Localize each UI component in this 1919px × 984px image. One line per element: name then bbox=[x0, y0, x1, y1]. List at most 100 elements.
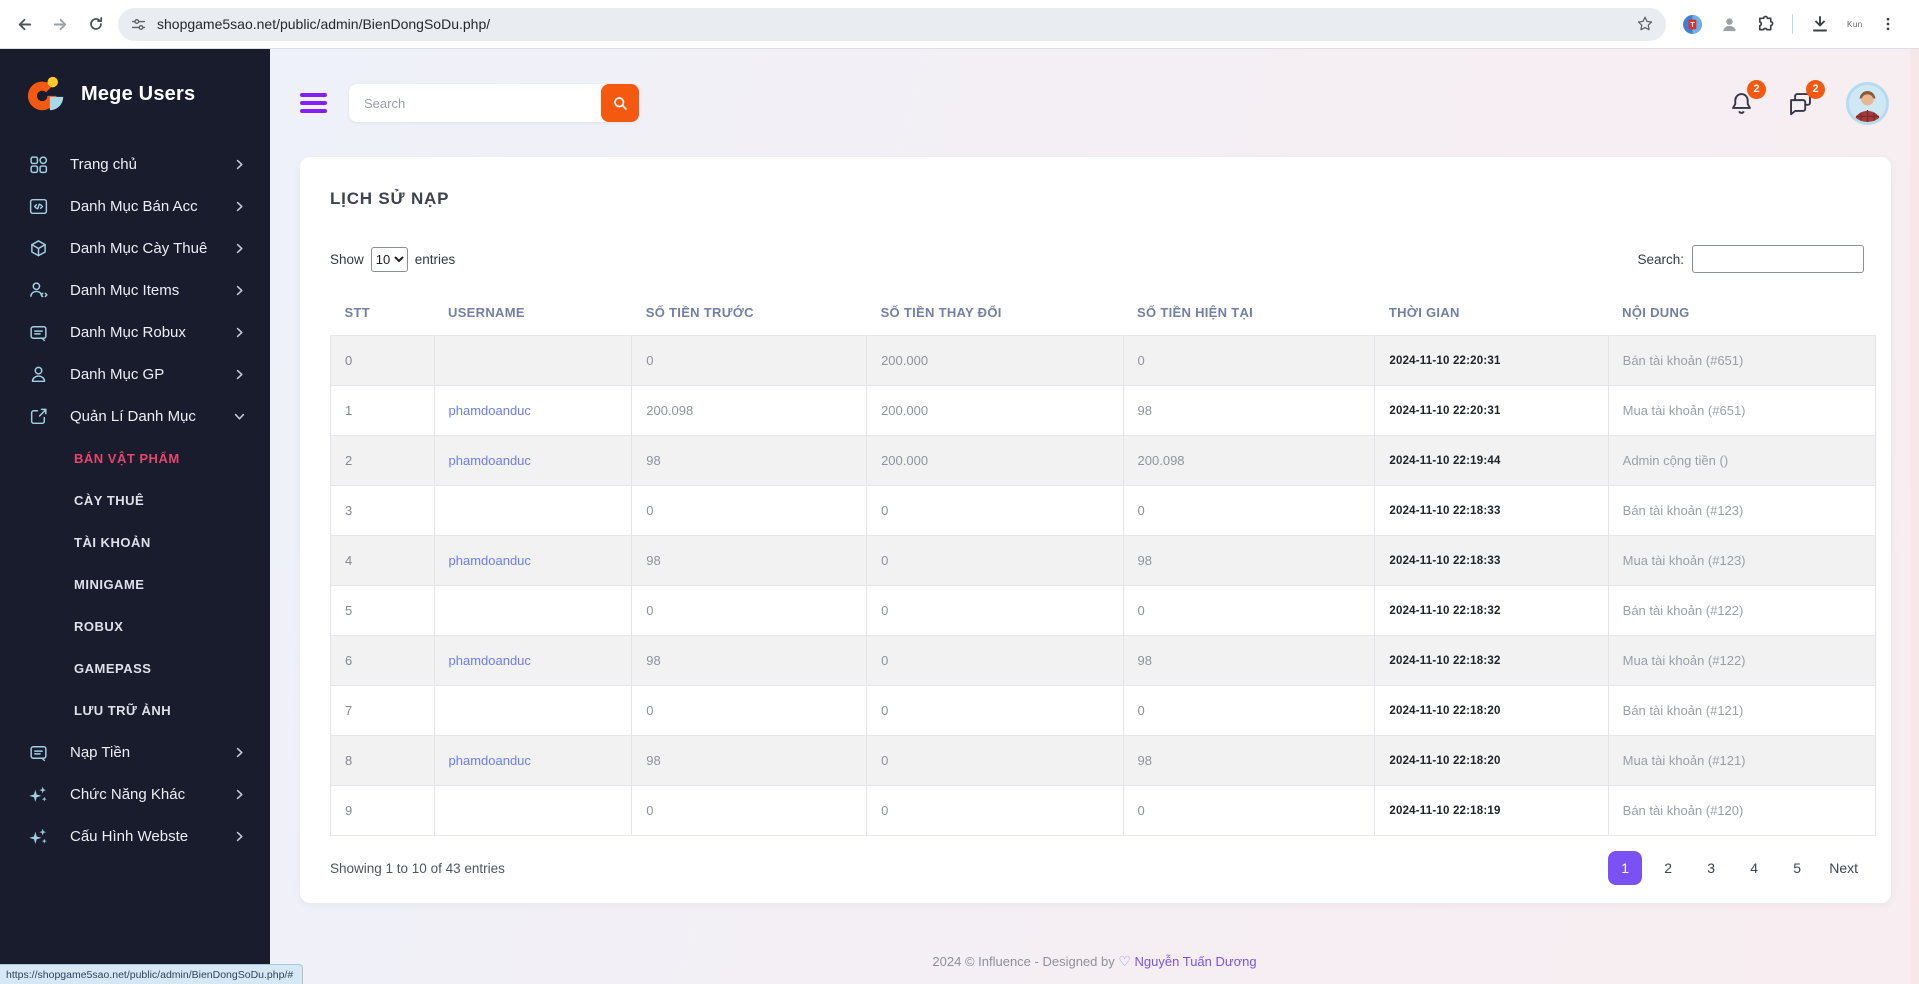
topbar-search bbox=[349, 84, 639, 122]
chevron-right-icon bbox=[233, 788, 246, 801]
notification-badge: 2 bbox=[1747, 79, 1766, 99]
sidebar-item[interactable]: Quản Lí Danh Mục bbox=[0, 395, 270, 437]
sidebar-subitem[interactable]: GAMEPASS bbox=[74, 660, 152, 676]
page-size-select[interactable]: 10 bbox=[370, 246, 408, 272]
column-header[interactable]: SỐ TIỀN THAY ĐỔI bbox=[880, 305, 1002, 320]
page-button[interactable]: 2 bbox=[1651, 851, 1685, 885]
cell-change: 200.000 bbox=[866, 335, 1124, 386]
url-bar[interactable]: shopgame5sao.net/public/admin/BienDongSo… bbox=[118, 7, 1666, 41]
cell-note: Mua tài khoản (#123) bbox=[1608, 535, 1877, 586]
username-link[interactable]: phamdoanduc bbox=[448, 453, 531, 468]
magnifier-icon bbox=[612, 95, 629, 112]
table-search-input[interactable] bbox=[1692, 245, 1864, 273]
sidebar-item[interactable]: Nạp Tiền bbox=[0, 731, 270, 773]
cell-time: 2024-11-10 22:18:20 bbox=[1374, 685, 1609, 736]
sidebar-item[interactable]: Cấu Hình Webste bbox=[0, 815, 270, 857]
avatar[interactable] bbox=[1846, 81, 1889, 125]
sidebar-item[interactable]: Danh Mục GP bbox=[0, 353, 270, 395]
sidebar-subitem[interactable]: MINIGAME bbox=[74, 576, 145, 592]
cell-time: 2024-11-10 22:18:33 bbox=[1374, 535, 1609, 586]
table-search-label: Search: bbox=[1637, 251, 1684, 267]
page-scrollbar[interactable] bbox=[1910, 49, 1919, 984]
username-link[interactable]: phamdoanduc bbox=[448, 653, 531, 668]
footer: 2024 © Influence - Designed by ♡ Nguyễn … bbox=[270, 953, 1919, 970]
table-row: 0 0 200.000 0 2024-11-10 22:20:31 Bán tà… bbox=[330, 335, 1877, 386]
sidebar-item[interactable]: Danh Mục Items bbox=[0, 269, 270, 311]
chevron-right-icon bbox=[233, 284, 246, 297]
extensions-puzzle-icon[interactable] bbox=[1756, 15, 1775, 34]
username-link[interactable]: phamdoanduc bbox=[448, 753, 531, 768]
reload-icon[interactable] bbox=[78, 6, 114, 42]
cell-username bbox=[434, 785, 633, 836]
sidebar-item[interactable]: Danh Mục Robux bbox=[0, 311, 270, 353]
page-button[interactable]: 1 bbox=[1608, 851, 1643, 885]
extension-profile-icon[interactable] bbox=[1720, 15, 1739, 34]
username-link[interactable]: phamdoanduc bbox=[448, 553, 531, 568]
sidebar-subitem[interactable]: ROBUX bbox=[74, 618, 124, 634]
table-row: 5 0 0 0 2024-11-10 22:18:32 Bán tài khoả… bbox=[330, 585, 1877, 636]
topbar-search-button[interactable] bbox=[601, 84, 639, 122]
column-header[interactable]: STT bbox=[344, 305, 370, 320]
cell-current: 0 bbox=[1123, 485, 1376, 536]
messages-button[interactable]: 2 bbox=[1787, 79, 1825, 117]
username-link[interactable]: phamdoanduc bbox=[448, 403, 531, 418]
cell-username bbox=[434, 685, 633, 736]
show-label: Show bbox=[330, 251, 364, 267]
sidebar-item[interactable]: Danh Mục Bán Acc bbox=[0, 185, 270, 227]
extension-shield-icon[interactable]: T bbox=[1682, 14, 1703, 35]
card-icon bbox=[28, 742, 50, 763]
back-icon[interactable] bbox=[6, 6, 42, 42]
cell-change: 200.000 bbox=[866, 435, 1124, 486]
cell-time: 2024-11-10 22:18:19 bbox=[1374, 785, 1609, 836]
sidebar-subitem[interactable]: BÁN VẬT PHẨM bbox=[74, 450, 180, 466]
sidebar-item[interactable]: Chức Năng Khác bbox=[0, 773, 270, 815]
sidebar-subitem[interactable]: CÀY THUÊ bbox=[74, 492, 145, 508]
history-table: STT USERNAME SỐ TIỀN TRƯỚC SỐ TIỀN THAY ĐỔI… bbox=[330, 289, 1877, 836]
page-button[interactable]: 4 bbox=[1737, 851, 1771, 885]
forward-icon[interactable] bbox=[42, 6, 78, 42]
external-icon bbox=[28, 406, 50, 427]
heart-icon: ♡ bbox=[1118, 953, 1131, 969]
sidebar-item[interactable]: Trang chủ bbox=[0, 143, 270, 185]
cell-note: Mua tài khoản (#651) bbox=[1608, 385, 1877, 436]
table-row: 1 phamdoanduc 200.098 200.000 98 2024-11… bbox=[330, 385, 1877, 436]
column-header[interactable]: NỘI DUNG bbox=[1622, 305, 1690, 320]
cell-stt: 6 bbox=[330, 635, 435, 686]
profile-chip[interactable]: Kun bbox=[1847, 19, 1863, 29]
chat-icon bbox=[1787, 90, 1814, 117]
sidebar-subitem[interactable]: LƯU TRỮ ẢNH bbox=[74, 702, 172, 718]
cell-change: 0 bbox=[866, 685, 1124, 736]
main-area: 2 2 LỊCH SỬ NẠP Show 10 entri bbox=[270, 49, 1919, 984]
page-length-control: Show 10 entries bbox=[330, 246, 455, 272]
brand[interactable]: Mege Users bbox=[0, 49, 270, 137]
column-header[interactable]: SỐ TIỀN TRƯỚC bbox=[645, 305, 754, 320]
page-button[interactable]: 5 bbox=[1780, 851, 1814, 885]
svg-text:T: T bbox=[1690, 20, 1695, 29]
bookmark-star-icon[interactable] bbox=[1636, 15, 1654, 33]
user-code-icon bbox=[28, 280, 50, 301]
cell-change: 200.000 bbox=[866, 385, 1124, 436]
topbar-search-input[interactable] bbox=[349, 95, 601, 111]
url-text: shopgame5sao.net/public/admin/BienDongSo… bbox=[157, 16, 491, 32]
cube-icon bbox=[28, 238, 50, 259]
cell-current: 98 bbox=[1123, 535, 1376, 586]
notifications-button[interactable]: 2 bbox=[1728, 79, 1766, 117]
browser-menu-icon[interactable] bbox=[1880, 16, 1896, 32]
cell-time: 2024-11-10 22:18:32 bbox=[1374, 635, 1609, 686]
cell-change: 0 bbox=[866, 485, 1124, 536]
cell-username: phamdoanduc bbox=[434, 435, 633, 486]
column-header[interactable]: USERNAME bbox=[448, 305, 525, 320]
page-button[interactable]: 3 bbox=[1694, 851, 1728, 885]
sidebar-subitem[interactable]: TÀI KHOẢN bbox=[74, 534, 151, 550]
site-settings-icon[interactable] bbox=[130, 16, 147, 33]
column-header[interactable]: SỐ TIỀN HIỆN TẠI bbox=[1137, 305, 1254, 320]
footer-author-link[interactable]: Nguyễn Tuấn Dương bbox=[1134, 954, 1257, 969]
menu-toggle-icon[interactable] bbox=[300, 93, 327, 113]
cell-before: 0 bbox=[631, 685, 868, 736]
downloads-icon[interactable] bbox=[1810, 14, 1830, 34]
sidebar-item[interactable]: Danh Mục Cày Thuê bbox=[0, 227, 270, 269]
card-icon bbox=[28, 322, 50, 343]
column-header[interactable]: THỜI GIAN bbox=[1388, 305, 1460, 320]
next-page-button[interactable]: Next bbox=[1823, 851, 1864, 885]
bell-icon bbox=[1728, 90, 1755, 117]
